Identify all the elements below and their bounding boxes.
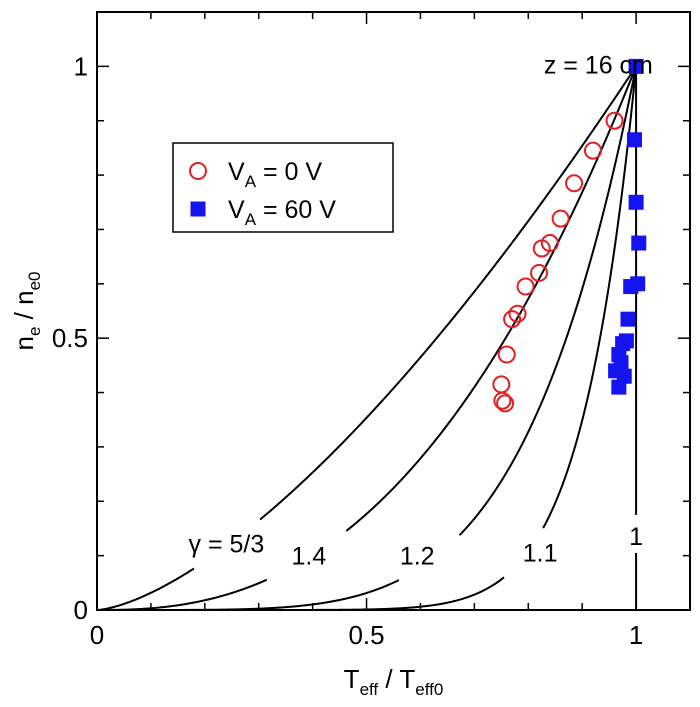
data-point-circle	[497, 345, 516, 364]
gamma-curve-label: 1	[629, 523, 643, 551]
legend-label-rest: = 60 V	[256, 196, 336, 224]
x-axis-label-sub: eff	[360, 680, 379, 699]
y-axis-label-main: n	[9, 336, 39, 350]
y-tick-label: 0	[74, 595, 88, 625]
data-point-circle	[516, 277, 535, 296]
legend-marker-circle	[189, 162, 207, 180]
legend-marker-square	[190, 201, 206, 217]
data-point-square	[631, 235, 647, 251]
data-markers	[492, 58, 647, 413]
y-axis-label-sep: / n	[9, 290, 39, 326]
legend-label-sub: A	[245, 210, 257, 229]
x-axis-label-sub2: eff0	[415, 680, 443, 699]
gamma-curve-label: γ = 5/3	[189, 531, 265, 559]
plot-frame	[96, 11, 691, 611]
y-axis-label-sub: e	[25, 327, 44, 336]
data-point-circle	[493, 391, 512, 410]
y-axis-label-sub2: e0	[25, 272, 44, 291]
legend-label: VA = 60 V	[228, 196, 336, 229]
gamma-curve-label: 1.2	[400, 543, 435, 571]
gamma-curve	[259, 65, 637, 521]
gamma-curve	[458, 66, 638, 536]
y-tick-label: 0.5	[52, 323, 88, 353]
gamma-curve-label: 1.4	[291, 543, 326, 571]
x-axis-label-sep: / T	[378, 664, 415, 694]
gamma-curve	[97, 579, 400, 611]
legend-label: VA = 0 V	[228, 158, 322, 191]
axis-ticks	[96, 11, 691, 611]
data-point-square	[611, 379, 627, 395]
legend-label-main: V	[228, 158, 245, 186]
data-point-circle	[492, 375, 511, 394]
z-annotation: z = 16 cm	[544, 51, 653, 79]
legend: VA = 0 VVA = 60 V	[172, 142, 394, 233]
legend-label-main: V	[228, 196, 245, 224]
gamma-curve	[345, 65, 638, 532]
data-point-circle	[503, 310, 522, 329]
y-axis-label: ne / ne0	[9, 272, 44, 351]
data-point-circle	[496, 394, 515, 413]
gamma-curve-labels: γ = 5/3 1.4 1.2 1.1 1	[189, 523, 644, 571]
tick-labels: 0 0.5 1 0 0.5 1	[52, 51, 643, 650]
data-point-square	[626, 132, 642, 148]
data-point-circle	[530, 263, 549, 282]
data-point-square	[620, 311, 636, 327]
data-point-circle	[532, 239, 551, 258]
gamma-curve	[542, 66, 638, 529]
data-point-circle	[551, 209, 570, 228]
gamma-curve	[97, 576, 505, 611]
x-axis-label-main: T	[344, 664, 360, 694]
data-point-circle	[508, 304, 527, 323]
x-tick-label: 0	[90, 620, 104, 650]
gamma-curve-label: 1.1	[523, 539, 558, 567]
legend-label-sub: A	[245, 172, 257, 191]
x-axis-label: Teff / Teff0	[344, 664, 444, 699]
y-tick-label: 1	[74, 51, 88, 81]
x-tick-label: 0.5	[348, 620, 384, 650]
data-point-circle	[605, 111, 624, 130]
legend-box	[172, 142, 394, 233]
data-point-square	[628, 58, 644, 74]
data-point-square	[628, 194, 644, 210]
data-point-circle	[583, 141, 602, 160]
legend-label-rest: = 0 V	[256, 158, 322, 186]
data-point-square	[623, 279, 639, 295]
x-tick-label: 1	[629, 620, 643, 650]
data-point-circle	[565, 174, 584, 193]
gamma-curve	[96, 567, 195, 611]
